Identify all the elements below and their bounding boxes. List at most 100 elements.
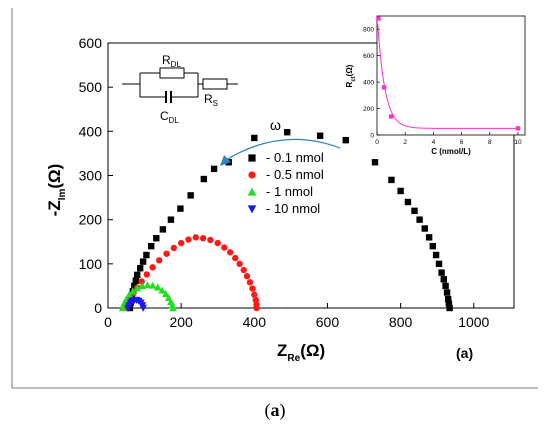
data-point bbox=[440, 276, 447, 283]
data-point bbox=[136, 265, 144, 272]
inset-y-tick-label: 0 bbox=[370, 133, 374, 140]
data-point bbox=[425, 234, 433, 241]
inset-data-point bbox=[515, 126, 521, 131]
data-point bbox=[316, 132, 324, 139]
inset-plot-area bbox=[376, 15, 526, 136]
data-point bbox=[429, 242, 436, 250]
data-point bbox=[421, 225, 428, 232]
data-point bbox=[246, 279, 254, 286]
y-axis-label: -ZIm(Ω) bbox=[45, 164, 68, 217]
data-point bbox=[138, 278, 145, 285]
data-point bbox=[236, 260, 243, 268]
data-point bbox=[404, 198, 412, 206]
data-point bbox=[442, 282, 449, 290]
data-point bbox=[139, 304, 147, 312]
circuit-label-cdl: CDL bbox=[160, 109, 179, 125]
circuit-label-rdl: RDL bbox=[162, 53, 181, 69]
data-point bbox=[177, 239, 185, 247]
caption-close: ) bbox=[279, 400, 286, 420]
legend-marker bbox=[248, 171, 256, 179]
inset-data-point bbox=[388, 114, 394, 119]
inset-x-tick-label: 2 bbox=[403, 139, 407, 146]
data-point bbox=[214, 239, 221, 247]
data-point bbox=[177, 205, 184, 212]
data-point bbox=[163, 250, 170, 257]
data-point bbox=[143, 281, 152, 289]
data-point bbox=[143, 251, 150, 259]
data-point bbox=[200, 175, 208, 183]
y-axis-label-sub: Im bbox=[57, 189, 68, 201]
x-axis-label-main: Z bbox=[277, 341, 287, 360]
data-point bbox=[342, 136, 349, 144]
legend-label: - 1 nmol bbox=[266, 184, 313, 199]
inset-y-tick-label: 800 bbox=[363, 27, 374, 34]
legend: - 0.1 nmol - 0.5 nmol - 1 nmol - 10 nmol bbox=[247, 150, 324, 216]
data-point bbox=[147, 242, 155, 250]
data-point bbox=[411, 207, 418, 215]
omega-arrow bbox=[225, 138, 341, 161]
data-point bbox=[221, 244, 228, 251]
y-tick-label: 0 bbox=[94, 300, 102, 316]
equivalent-circuit bbox=[122, 67, 238, 103]
x-tick-label: 0 bbox=[104, 314, 112, 330]
inset-y-tick-label: 200 bbox=[363, 106, 374, 113]
data-point bbox=[139, 258, 147, 265]
inset-x-tick-label: 4 bbox=[432, 139, 436, 146]
data-point bbox=[187, 192, 194, 199]
data-point bbox=[199, 235, 207, 242]
inset-x-tick-label: 10 bbox=[514, 139, 522, 146]
data-point bbox=[240, 266, 247, 274]
y-axis-label-pre: -Z bbox=[45, 200, 64, 216]
legend-label: - 0.1 nmol bbox=[266, 150, 324, 165]
data-point bbox=[443, 289, 451, 296]
inset-x-axis-label: C (nmol/L) bbox=[431, 147, 471, 156]
inset-marks bbox=[376, 16, 521, 131]
data-point bbox=[143, 271, 150, 278]
x-tick-label: 1000 bbox=[458, 314, 489, 330]
inset-axis-ticks: 0 2 4 6 8 10 0 200 400 600 800 bbox=[363, 27, 522, 146]
data-point bbox=[133, 284, 142, 292]
main-series-marks bbox=[118, 129, 453, 312]
omega-arrow-head bbox=[220, 155, 231, 166]
data-point bbox=[153, 235, 160, 242]
inset-data-point bbox=[376, 16, 381, 21]
x-axis-label-sub: Re bbox=[287, 353, 300, 364]
data-point bbox=[156, 257, 163, 264]
resistor-rdl bbox=[159, 67, 185, 79]
data-point bbox=[131, 282, 138, 290]
data-point bbox=[170, 244, 178, 252]
data-point bbox=[207, 236, 214, 244]
data-point bbox=[125, 290, 134, 298]
legend-label: - 10 nmol bbox=[266, 201, 320, 216]
y-tick-label: 200 bbox=[79, 212, 103, 228]
legend-marker bbox=[247, 205, 257, 214]
data-point bbox=[134, 271, 141, 279]
inset-x-tick-label: 0 bbox=[375, 139, 379, 146]
y-tick-label: 100 bbox=[79, 256, 103, 272]
inset-y-tick-label: 400 bbox=[363, 80, 374, 87]
data-point bbox=[397, 187, 404, 195]
data-point bbox=[444, 295, 452, 303]
y-tick-label: 600 bbox=[79, 35, 103, 51]
data-point bbox=[446, 304, 453, 312]
resistor-rs bbox=[202, 78, 228, 90]
data-point bbox=[210, 165, 218, 173]
y-axis-label-unit: (Ω) bbox=[45, 164, 64, 189]
data-point bbox=[153, 283, 162, 291]
figure-caption: (a) bbox=[0, 400, 550, 421]
data-point bbox=[251, 134, 258, 142]
data-point bbox=[284, 129, 291, 136]
data-point bbox=[435, 260, 443, 268]
x-tick-label: 400 bbox=[243, 314, 267, 330]
inset-y-tick-label: 600 bbox=[363, 53, 374, 60]
panel-label: (a) bbox=[456, 345, 473, 361]
x-axis-label: ZRe(Ω) bbox=[277, 341, 325, 364]
y-tick-label: 500 bbox=[79, 79, 103, 95]
data-point bbox=[192, 234, 199, 241]
series-3 bbox=[118, 281, 177, 312]
data-point bbox=[445, 300, 453, 307]
inset-x-tick-label: 6 bbox=[460, 139, 464, 146]
y-tick-label: 400 bbox=[79, 123, 103, 139]
